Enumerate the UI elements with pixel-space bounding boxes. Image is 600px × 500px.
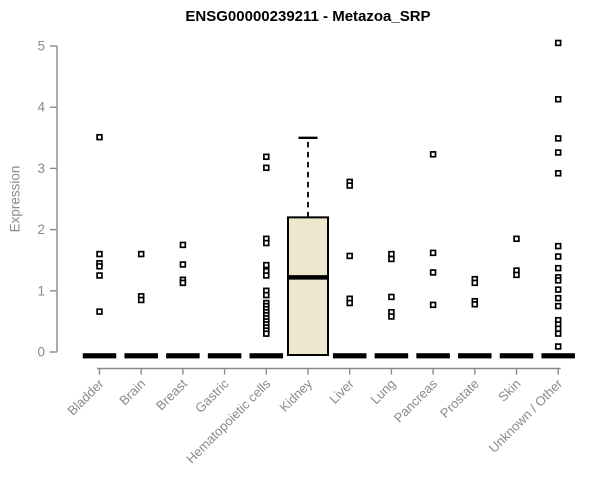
outlier-point	[388, 293, 395, 301]
outlier-point	[554, 149, 562, 156]
x-tick-label: Kidney	[276, 376, 315, 415]
outlier-point	[513, 271, 520, 279]
outlier-point	[179, 241, 187, 249]
outlier-point	[346, 182, 353, 189]
chart-title: ENSG00000239211 - Metazoa_SRP	[185, 8, 431, 25]
outlier-point	[263, 330, 270, 337]
outlier-point	[554, 277, 562, 284]
y-tick-label: 2	[37, 222, 45, 237]
y-tick-label: 4	[37, 100, 45, 115]
outlier-point	[96, 263, 103, 270]
outlier-point	[388, 255, 395, 263]
outlier-point	[179, 261, 187, 268]
x-tick-label: Gastric	[192, 376, 232, 416]
x-tick-label: Unknown / Other	[486, 376, 566, 456]
outlier-point	[471, 279, 479, 287]
outlier-point	[554, 264, 562, 272]
outlier-point	[137, 296, 145, 304]
outlier-point	[96, 250, 103, 258]
outlier-point	[96, 133, 103, 141]
y-tick-label: 0	[37, 345, 45, 360]
collapsed-box-median	[207, 353, 242, 359]
x-tick-label: Liver	[326, 376, 357, 407]
iqr-box	[287, 216, 329, 356]
collapsed-box-median	[124, 353, 158, 359]
outlier-point	[554, 242, 562, 250]
outlier-point	[554, 343, 562, 350]
collapsed-box-median	[541, 353, 575, 359]
outlier-point	[471, 301, 479, 308]
y-tick-label: 3	[37, 161, 45, 176]
outlier-point	[429, 301, 437, 309]
y-tick-label: 5	[37, 39, 45, 54]
outlier-point	[554, 253, 562, 260]
outlier-point	[263, 153, 270, 161]
outlier-point	[96, 308, 103, 315]
outlier-point	[554, 170, 562, 177]
outlier-point	[263, 272, 270, 279]
outlier-point	[429, 249, 437, 257]
outlier-point	[554, 135, 562, 142]
x-tick-label: Prostate	[437, 376, 482, 421]
x-tick-label: Skin	[495, 376, 523, 404]
x-tick-label: Breast	[153, 376, 190, 413]
outlier-point	[554, 294, 562, 302]
collapsed-box-median	[458, 353, 492, 359]
collapsed-box-median	[499, 353, 534, 359]
outlier-point	[554, 95, 562, 103]
outlier-point	[96, 272, 103, 279]
outlier-point	[429, 269, 437, 276]
collapsed-box-median	[332, 353, 367, 359]
outlier-point	[346, 299, 353, 307]
collapsed-box-median	[249, 353, 284, 359]
collapsed-box-median	[166, 353, 200, 359]
outlier-point	[346, 252, 353, 260]
outlier-point	[137, 250, 145, 258]
outlier-point	[554, 286, 562, 293]
x-tick-label: Lung	[367, 376, 398, 407]
x-tick-label: Pancreas	[391, 376, 441, 426]
y-tick-label: 1	[37, 283, 45, 298]
collapsed-box-median	[374, 353, 409, 359]
collapsed-box-median	[416, 353, 450, 359]
outlier-point	[388, 313, 395, 320]
outlier-point	[263, 164, 270, 172]
collapsed-box-median	[82, 353, 117, 359]
x-tick-label: Brain	[116, 376, 148, 408]
outlier-point	[263, 261, 270, 269]
outlier-point	[554, 330, 562, 337]
outlier-point	[554, 302, 562, 310]
outlier-point	[179, 279, 187, 287]
outlier-point	[429, 151, 437, 158]
outlier-point	[263, 291, 270, 299]
outlier-point	[554, 39, 562, 47]
x-tick-label: Bladder	[64, 376, 107, 419]
outlier-point	[513, 235, 520, 243]
outlier-point	[263, 239, 270, 247]
